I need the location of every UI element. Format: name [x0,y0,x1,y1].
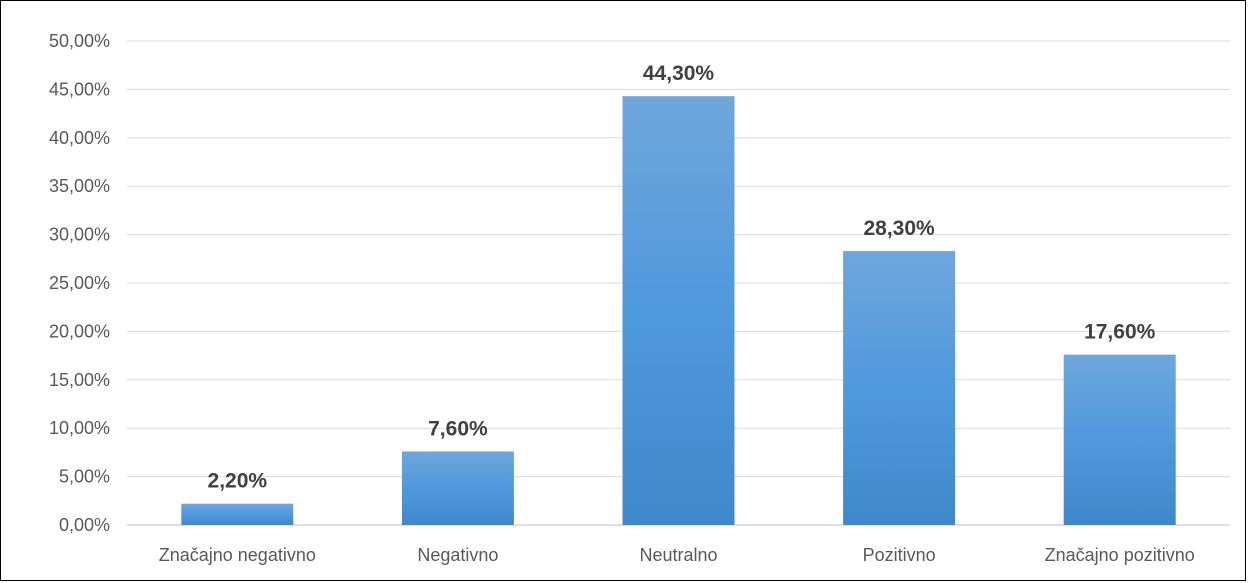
y-tick-label: 15,00% [49,370,110,390]
y-tick-label: 20,00% [49,321,110,341]
bar-value-label: 28,30% [863,217,935,240]
bar-value-label: 17,60% [1084,321,1156,344]
x-category-label: Pozitivno [863,545,936,565]
bar-value-label: 44,30% [643,62,715,85]
y-tick-label: 45,00% [49,79,110,99]
y-tick-label: 5,00% [59,467,110,487]
y-tick-label: 30,00% [49,225,110,245]
bar [622,96,735,526]
data-labels: 2,20% 7,60% 44,30% 28,30% 17,60% [208,62,1156,493]
bar [843,251,956,525]
x-category-label: Značajno negativno [159,545,316,565]
y-tick-label: 25,00% [49,273,110,293]
y-axis-tick-labels: 0,00% 5,00% 10,00% 15,00% 20,00% 25,00% 30,00%… [49,31,110,535]
y-tick-label: 50,00% [49,31,110,51]
x-category-label: Neutralno [639,545,717,565]
bar [401,451,514,525]
bars [181,96,1176,526]
y-tick-label: 35,00% [49,176,110,196]
y-tick-label: 40,00% [49,128,110,148]
bar-value-label: 7,60% [428,417,488,440]
x-category-label: Značajno pozitivno [1045,545,1195,565]
y-tick-label: 10,00% [49,418,110,438]
bar [1063,354,1176,525]
bar-value-label: 2,20% [208,470,268,493]
x-category-label: Negativno [417,545,498,565]
x-axis-category-labels: Značajno negativno Negativno Neutralno Pozi… [159,545,1195,565]
y-tick-label: 0,00% [59,515,110,535]
bar [181,503,294,525]
